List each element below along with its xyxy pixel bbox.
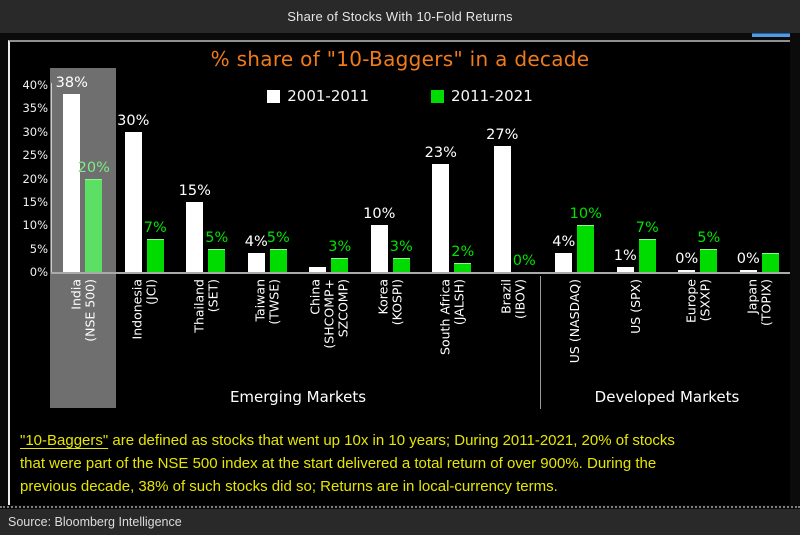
bar-2011-2021-7 (454, 262, 472, 272)
bar-2001-2011-12 (739, 270, 757, 272)
category-indonesia-jci-: 30% 7% (114, 85, 176, 272)
bar-2011-2021-11 (700, 248, 718, 272)
source-bar: Source: Bloomberg Intelligence (0, 509, 800, 535)
legend-swatch-green-icon (431, 89, 444, 103)
window-title: Share of Stocks With 10-Fold Returns (287, 9, 513, 24)
y-tick-0%: 0% (29, 265, 48, 279)
group-label-developed: Developed Markets (594, 388, 740, 406)
chart-legend: 2001-2011 2011-2021 (10, 87, 790, 105)
category-us-spx-: 1% 7% (606, 85, 668, 272)
y-tick-30%: 30% (22, 124, 48, 139)
source-label: Source: Bloomberg Intelligence (8, 515, 182, 529)
bar-value-label: 0% (675, 251, 699, 267)
bar-2011-2021-5 (331, 257, 349, 272)
bar-value-label: 3% (389, 238, 413, 255)
bar-2011-2021-6 (392, 257, 410, 272)
y-tick-5%: 5% (29, 241, 48, 256)
bar-value-label: 5% (697, 229, 721, 246)
category-europe-sxxp-: 0% 5% (667, 85, 729, 272)
group-separator-line (540, 276, 541, 409)
bar-value-label: 0% (736, 251, 760, 267)
legend-label-2001-2011: 2001-2011 (287, 87, 369, 105)
y-tick-35%: 35% (22, 101, 48, 116)
legend-swatch-white-icon (267, 89, 281, 103)
bar-2001-2011-6 (370, 225, 388, 272)
category-japan-topix-: 0% (729, 85, 791, 272)
bar-value-label: 23% (424, 145, 457, 162)
bar-value-label: 2% (451, 243, 475, 260)
blue-accent-indicator (752, 33, 790, 37)
bar-value-label: 7% (635, 220, 659, 237)
bar-2001-2011-7 (432, 164, 450, 272)
bar-value-label: 27% (486, 126, 519, 143)
category-brazil-ibov-: 27% 0% (483, 85, 545, 272)
window-titlebar: Share of Stocks With 10-Fold Returns (0, 0, 800, 33)
bar-value-label: 10% (569, 206, 602, 223)
bar-value-label: 15% (178, 182, 211, 199)
category-south-africa-jalsh-: 23% 2% (421, 85, 483, 272)
bar-value-label: 0% (512, 253, 536, 269)
category-korea-kospi-: 10% 3% (360, 85, 422, 272)
bar-2001-2011-2 (124, 131, 142, 272)
bar-value-label: 4% (244, 234, 268, 251)
x-axis-line (51, 272, 790, 274)
bar-2001-2011-5 (309, 267, 327, 272)
bar-2011-2021-12 (761, 253, 779, 272)
category-us-nasdaq-: 4% 10% (544, 85, 606, 272)
plot-area: 38% 20% 30% 7% 15% 5% 4% 5% 3% 10% 3% 23% 2% 27% 0% 4% 1… (52, 75, 791, 272)
bar-value-label: 5% (205, 229, 229, 246)
bar-value-label: 38% (55, 75, 88, 92)
bar-2001-2011-9 (555, 253, 573, 272)
chart-panel: % share of "10-Baggers" in a decade 2001… (8, 40, 790, 505)
bar-value-label: 5% (266, 229, 290, 246)
y-tick-15%: 15% (22, 194, 48, 209)
category-india-nse-500-: 38% 20% (52, 75, 114, 272)
bottom-divider (0, 506, 800, 508)
annotation-term: "10-Baggers" (20, 432, 109, 449)
group-label-emerging: Emerging Markets (229, 388, 367, 406)
bar-2001-2011-3 (186, 201, 204, 272)
india-highlight-band (50, 68, 116, 408)
bar-2001-2011-4 (247, 253, 265, 272)
bar-2001-2011-11 (678, 270, 696, 272)
annotation-text: "10-Baggers" are defined as stocks that … (20, 429, 786, 498)
bar-value-label: 4% (552, 234, 576, 251)
bar-value-label: 30% (117, 112, 150, 129)
bar-value-label: 20% (77, 159, 110, 176)
annotation-body: are defined as stocks that went up 10x i… (20, 432, 675, 495)
bar-2011-2021-10 (638, 239, 656, 272)
category-china-shcomp-szcomp-: 3% (298, 85, 360, 272)
legend-label-2011-2021: 2011-2021 (451, 87, 533, 105)
bar-value-label: 3% (328, 238, 352, 255)
bar-2011-2021-2 (146, 239, 164, 272)
bar-2001-2011-1 (63, 94, 81, 272)
y-tick-10%: 10% (22, 218, 48, 233)
y-tick-40%: 40% (22, 78, 48, 92)
y-tick-25%: 25% (22, 148, 48, 163)
bar-2011-2021-4 (269, 248, 287, 272)
bar-value-label: 1% (613, 248, 637, 265)
y-tick-20%: 20% (22, 171, 48, 186)
bar-2011-2021-1 (85, 178, 103, 272)
category-thailand-set-: 15% 5% (175, 85, 237, 272)
bar-2001-2011-10 (616, 267, 634, 272)
y-axis-line (51, 83, 52, 273)
bar-value-label: 7% (143, 220, 167, 237)
bar-2001-2011-8 (493, 145, 511, 272)
category-taiwan-twse-: 4% 5% (237, 85, 299, 272)
legend-item-2011-2021: 2011-2021 (431, 87, 533, 105)
chart-title: % share of "10-Baggers" in a decade (210, 47, 590, 71)
bar-2011-2021-3 (208, 248, 226, 272)
bar-value-label: 10% (363, 206, 396, 223)
legend-item-2001-2011: 2001-2011 (267, 87, 369, 105)
bar-2011-2021-9 (577, 225, 595, 272)
